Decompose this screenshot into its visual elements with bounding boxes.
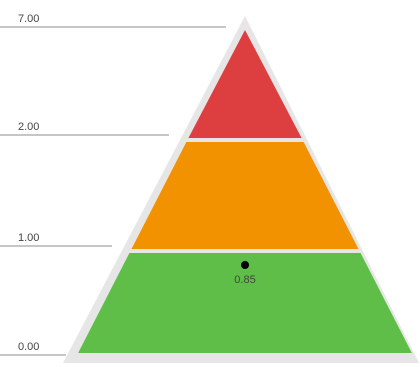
marker-dot	[241, 261, 249, 269]
tick-label: 1.00	[18, 232, 39, 244]
marker-layer: 0.85	[234, 261, 256, 286]
pyramid-band	[131, 142, 359, 249]
pyramid-band	[188, 30, 302, 138]
tick-layer: 0.00 1.00 2.00 7.00	[0, 13, 226, 356]
tick-label: 0.00	[18, 341, 39, 353]
marker-label: 0.85	[234, 274, 255, 286]
pyramid-band	[78, 253, 412, 353]
tick-label: 7.00	[18, 13, 39, 25]
pyramid-layer	[63, 16, 419, 363]
tick-label: 2.00	[18, 121, 39, 133]
